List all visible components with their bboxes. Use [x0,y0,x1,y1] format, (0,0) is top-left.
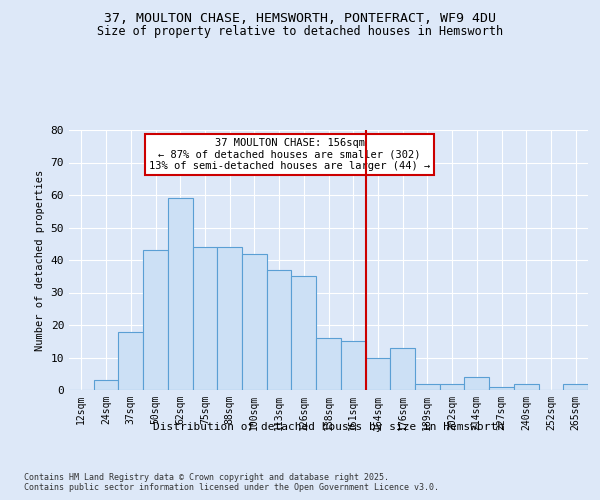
Text: 37, MOULTON CHASE, HEMSWORTH, PONTEFRACT, WF9 4DU: 37, MOULTON CHASE, HEMSWORTH, PONTEFRACT… [104,12,496,26]
Bar [563,384,588,390]
Bar [489,387,514,390]
Bar [514,384,539,390]
Bar [390,348,415,390]
Bar [168,198,193,390]
Y-axis label: Number of detached properties: Number of detached properties [35,170,45,350]
Text: Contains HM Land Registry data © Crown copyright and database right 2025.: Contains HM Land Registry data © Crown c… [24,472,389,482]
Bar [316,338,341,390]
Bar [118,332,143,390]
Bar [193,247,217,390]
Bar [94,380,118,390]
Bar [440,384,464,390]
Text: 37 MOULTON CHASE: 156sqm
← 87% of detached houses are smaller (302)
13% of semi-: 37 MOULTON CHASE: 156sqm ← 87% of detach… [149,138,430,171]
Text: Contains public sector information licensed under the Open Government Licence v3: Contains public sector information licen… [24,484,439,492]
Text: Distribution of detached houses by size in Hemsworth: Distribution of detached houses by size … [154,422,504,432]
Bar [292,276,316,390]
Bar [415,384,440,390]
Bar [267,270,292,390]
Bar [217,247,242,390]
Text: Size of property relative to detached houses in Hemsworth: Size of property relative to detached ho… [97,25,503,38]
Bar [464,377,489,390]
Bar [365,358,390,390]
Bar [242,254,267,390]
Bar [143,250,168,390]
Bar [341,341,365,390]
